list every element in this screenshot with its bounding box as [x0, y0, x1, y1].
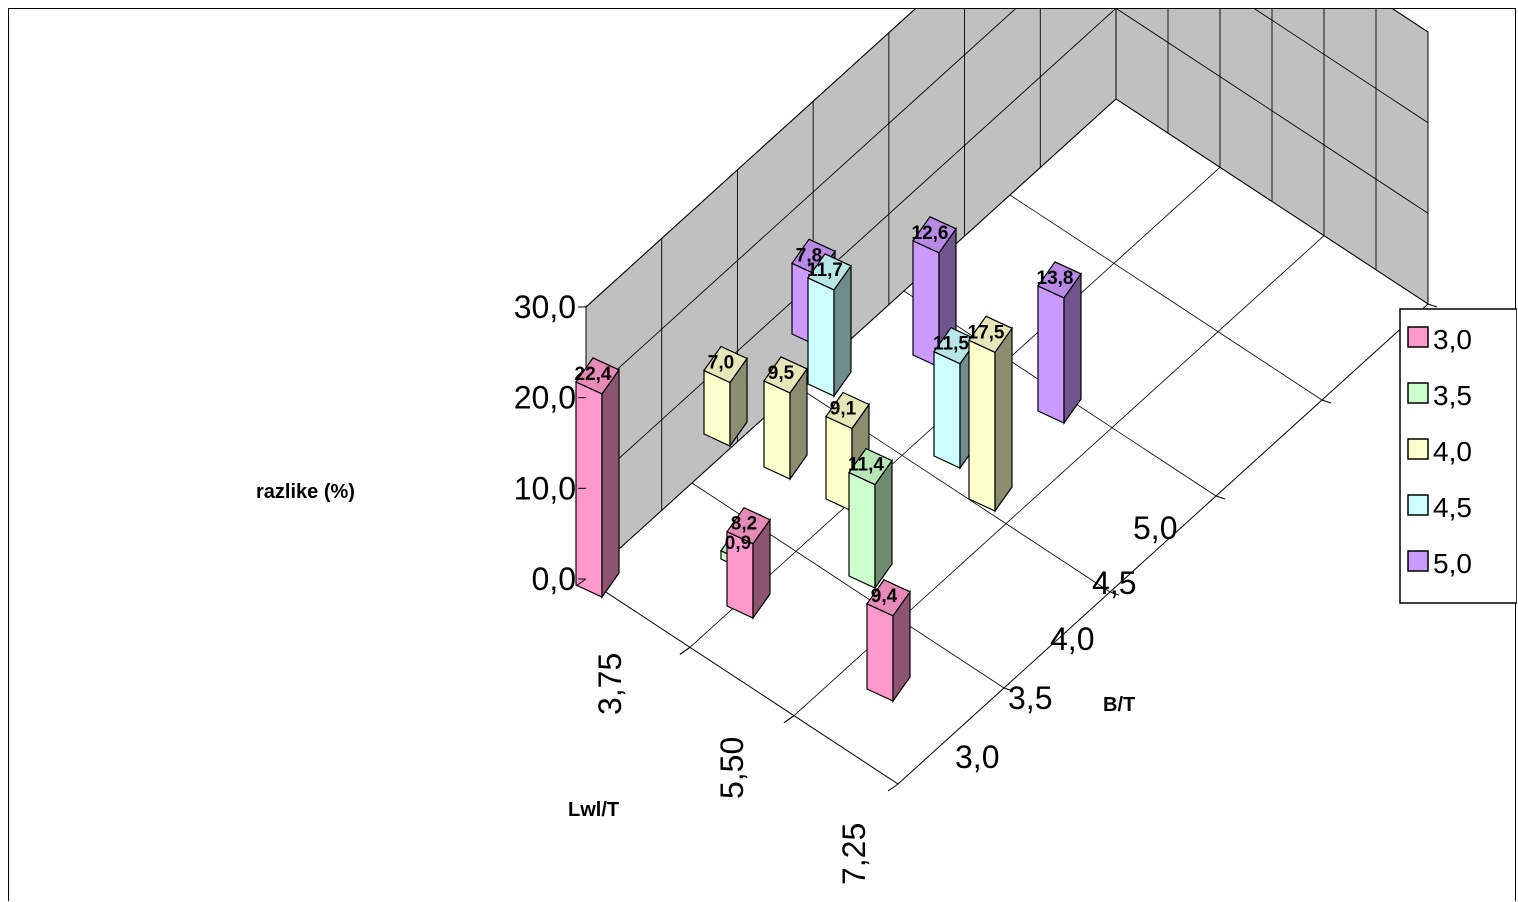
bar-front-face: [968, 339, 996, 512]
data-label: 8,2: [731, 514, 757, 535]
data-label: 9,5: [768, 363, 795, 384]
bar-top-face: [763, 356, 808, 394]
bar-3,0-22,4: [575, 357, 620, 599]
y-tick-label: 4,5: [1092, 565, 1136, 601]
bar-5,0-13,8: [1037, 261, 1082, 425]
chart-svg: 7,8 12,6 11,7 13,8 7,0 11,5 9,5 9,1 17,5 0,9 11,4 2…: [256, 9, 1517, 885]
y-tick: [1427, 303, 1438, 308]
y-tick: [1109, 591, 1120, 596]
bar-top-face: [1037, 261, 1082, 299]
y-tick: [1215, 495, 1226, 500]
legend: 3,0 3,5 4,0 4,5 5,0: [1399, 308, 1517, 604]
data-label: 11,7: [807, 260, 843, 281]
y-tick-label: 3,5: [1008, 680, 1052, 716]
z-tick-label: 10,0: [514, 470, 576, 506]
bar-top-face: [807, 253, 852, 291]
bar-top-face: [703, 345, 748, 384]
data-label: 11,4: [848, 455, 884, 476]
floor-gridline: [1009, 194, 1323, 401]
data-label: 9,1: [830, 398, 857, 419]
y-tick-label: 5,0: [1133, 510, 1177, 546]
y-tick-label: 4,0: [1050, 621, 1094, 657]
bar-side-face: [994, 326, 1013, 513]
z-tick-label: 30,0: [514, 289, 576, 325]
bar-top-face: [825, 391, 870, 430]
y-tick: [1003, 687, 1014, 692]
bar-front-face: [1037, 284, 1065, 424]
x-tick-label: 3,75: [592, 653, 628, 715]
bar-3,5-11,4: [848, 447, 893, 590]
data-label: 11,5: [933, 334, 969, 355]
data-label: 17,5: [968, 322, 1005, 343]
legend-swatch: [1407, 326, 1429, 348]
bar-4,0-9,5: [763, 356, 808, 481]
y-tick-label: 3,0: [955, 739, 999, 775]
bar-top-face: [912, 216, 957, 254]
chart-labels: 7,8 12,6 11,7 13,8 7,0 11,5 9,5 9,1 17,5 0,9 11,4 2…: [575, 223, 1074, 607]
bar-top-face: [848, 447, 893, 486]
bar-top-face: [866, 579, 911, 617]
data-label: 13,8: [1037, 268, 1074, 289]
z-axis-title: razlike (%): [256, 481, 355, 503]
bar-front-face: [866, 602, 894, 702]
chart-bars: [575, 216, 1082, 703]
bar-3,0-9,4: [866, 579, 911, 703]
legend-swatch: [1407, 382, 1429, 404]
legend-swatch: [1407, 550, 1429, 572]
bar-4,0-7,0: [703, 345, 748, 448]
x-tick: [679, 646, 691, 655]
data-label: 7,0: [708, 353, 734, 374]
legend-label: 5,0: [1433, 548, 1472, 579]
legend-label: 4,0: [1433, 436, 1472, 467]
z-tick-label: 20,0: [514, 380, 576, 416]
bar-3,0-8,2: [726, 506, 771, 620]
bar-side-face: [601, 368, 620, 599]
legend-label: 3,5: [1433, 380, 1472, 411]
bar-front-face: [807, 276, 835, 397]
data-label: 9,4: [871, 586, 898, 607]
chart-ticks: 0,0 10,0 20,0 30,0 3,75 5,50 7,25 3,03,5 4,0 4,5 5…: [514, 289, 1438, 885]
legend-label: 3,0: [1433, 324, 1472, 355]
bar-front-face: [933, 350, 961, 469]
chart-area: 7,8 12,6 11,7 13,8 7,0 11,5 9,5 9,1 17,5 0,9 11,4 2…: [8, 8, 1517, 901]
x-tick: [887, 783, 899, 792]
x-axis-title: Lwl/T: [568, 799, 619, 821]
bar-front-face: [763, 379, 791, 480]
z-gridline: [585, 9, 1429, 308]
y-axis-title: B/T: [1103, 694, 1135, 716]
data-label: 22,4: [575, 364, 612, 385]
bar-front-face: [575, 380, 603, 598]
x-tick: [783, 715, 795, 724]
bar-side-face: [1063, 272, 1082, 425]
y-tick: [1321, 399, 1332, 404]
data-label: 12,6: [912, 223, 949, 244]
bar-4,5-11,7: [807, 253, 852, 398]
z-tick-label: 0,0: [532, 561, 576, 597]
data-label: 0,9: [725, 533, 751, 554]
bar-top-face: [726, 506, 771, 545]
legend-label: 4,5: [1433, 492, 1472, 523]
bar-4,0-17,5: [968, 315, 1013, 513]
x-tick-label: 7,25: [836, 823, 872, 885]
x-tick-label: 5,50: [714, 737, 750, 799]
legend-swatch: [1407, 494, 1429, 516]
legend-swatch: [1407, 438, 1429, 460]
data-label: 7,8: [796, 245, 822, 266]
bar-top-face: [968, 315, 1013, 354]
bar-front-face: [848, 471, 876, 589]
x-tick: [575, 578, 587, 587]
bar-top-face: [575, 357, 620, 395]
bar-front-face: [703, 369, 731, 447]
